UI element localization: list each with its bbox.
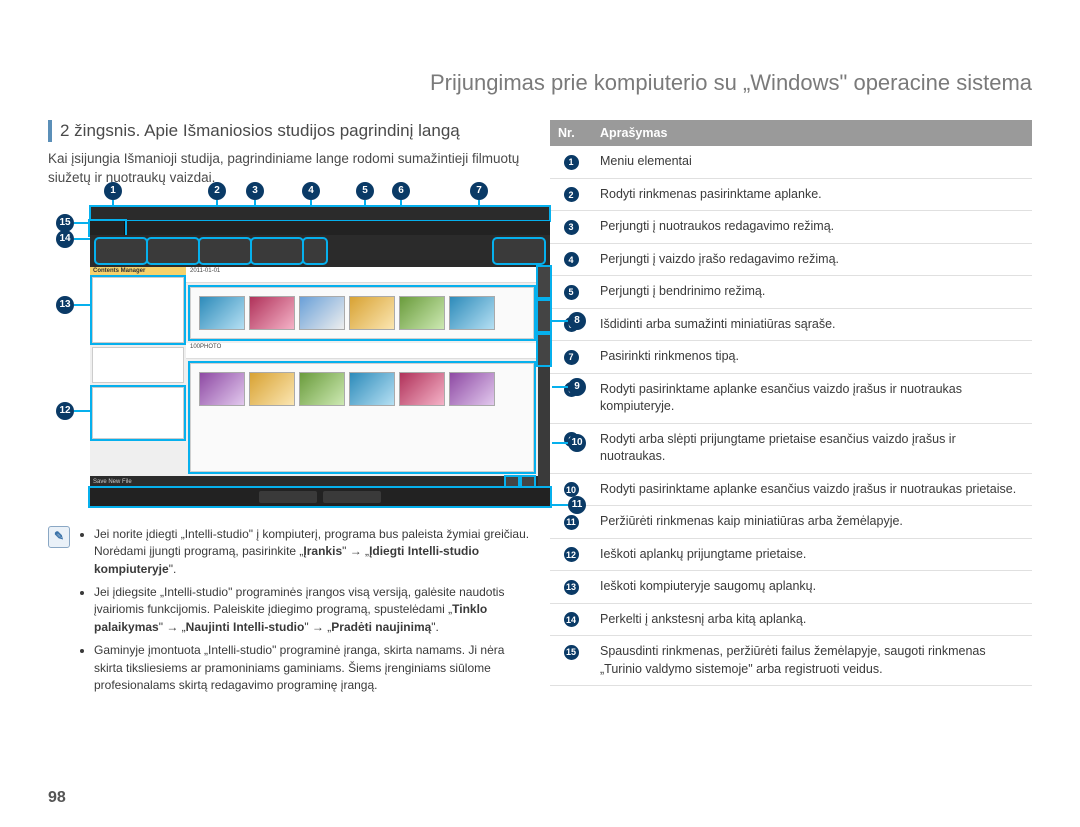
rail-device[interactable] [538,335,550,365]
page-number: 98 [48,789,66,807]
rail-toggle[interactable] [538,301,550,331]
note-icon: ✎ [48,526,70,548]
sidebar-header: Contents Manager [90,267,186,275]
table-row: 4Perjungti į vaizdo įrašo redagavimo rež… [550,243,1032,276]
notes: ✎ Jei norite įdiegti „Intelli-studio" į … [48,526,530,701]
content-device-header: 100PHOTO [186,343,538,359]
content-date-header: 2011-01-01 [186,267,538,283]
sidebar-folders-pc[interactable] [92,277,184,343]
table-row: 15Spausdinti rinkmenas, peržiūrėti failu… [550,636,1032,686]
table-row: 9Rodyti arba slėpti prijungtame prietais… [550,423,1032,473]
content-area: 2011-01-01 100PHOTO [186,267,538,488]
note-1: Jei norite įdiegti „Intelli-studio" į ko… [94,526,530,578]
bottom-bar[interactable] [90,488,550,506]
page-title: Prijungimas prie kompiuterio su „Windows… [48,70,1032,96]
nav-prev-next[interactable] [90,221,125,235]
toolbar-filetype[interactable] [494,239,544,263]
sidebar: Contents Manager Save New File [90,267,186,488]
step-heading: 2 žingsnis. Apie Išmaniosios studijos pa… [48,120,530,142]
table-row: 6Išdidinti arba sumažinti miniatiūras są… [550,308,1032,341]
intelli-studio-window: Contents Manager Save New File 2011-01-0… [90,206,550,506]
table-row: 7Pasirinkti rinkmenos tipą. [550,341,1032,374]
toolbar-zoom[interactable] [304,239,326,263]
toolbar-movie-edit[interactable] [200,239,250,263]
table-row: 11Peržiūrėti rinkmenas kaip miniatiūras … [550,506,1032,539]
note-3: Gaminyje įmontuota „Intelli-studio" prog… [94,642,530,694]
sidebar-connected-device[interactable] [92,387,184,439]
toolbar [90,235,550,267]
table-row: 5Perjungti į bendrinimo režimą. [550,276,1032,309]
th-nr: Nr. [550,120,592,146]
description-table: Nr. Aprašymas 1Meniu elementai2Rodyti ri… [550,120,1032,686]
screenshot-annotated: 1 2 3 4 5 6 7 15 14 13 12 8 9 10 11 [70,206,530,506]
view-thumbs[interactable] [506,477,518,487]
sidebar-save-new[interactable]: Save New File [90,476,186,488]
table-row: 8Rodyti pasirinktame aplanke esančius va… [550,373,1032,423]
thumbs-pc[interactable] [190,287,534,339]
toolbar-photo-edit[interactable] [148,239,198,263]
table-row: 2Rodyti rinkmenas pasirinktame aplanke. [550,178,1032,211]
table-row: 12Ieškoti aplankų prijungtame prietaise. [550,538,1032,571]
thumbs-device[interactable] [190,363,534,472]
toolbar-library[interactable] [96,239,146,263]
rail-pc[interactable] [538,267,550,297]
table-row: 10Rodyti pasirinktame aplanke esančius v… [550,473,1032,506]
menu-bar[interactable] [90,206,550,221]
toolbar-share[interactable] [252,239,302,263]
note-2: Jei įdiegsite „Intelli-studio" programin… [94,584,530,636]
table-row: 13Ieškoti kompiuteryje saugomų aplankų. [550,571,1032,604]
sidebar-my-computer[interactable] [92,347,184,383]
table-row: 1Meniu elementai [550,146,1032,178]
th-desc: Aprašymas [592,120,1032,146]
view-map[interactable] [522,477,534,487]
table-row: 3Perjungti į nuotraukos redagavimo režim… [550,211,1032,244]
table-row: 14Perkelti į ankstesnį arba kitą aplanką… [550,603,1032,636]
